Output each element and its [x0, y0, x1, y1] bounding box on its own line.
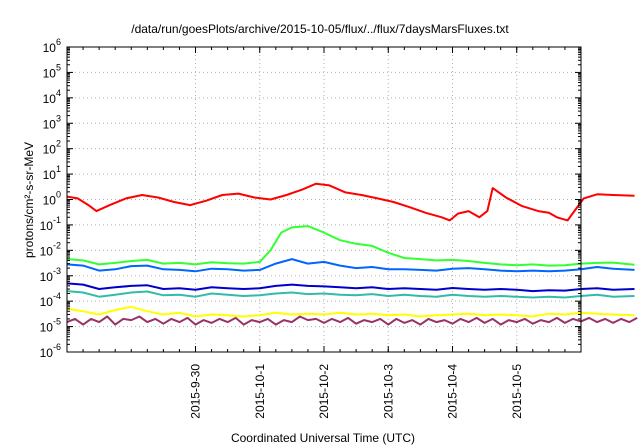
y-tick-label-base: 10	[43, 117, 57, 131]
y-tick-label-exponent: 0	[56, 190, 61, 200]
series-layer	[66, 182, 638, 326]
y-tick-label: 10-6	[40, 342, 61, 360]
y-tick-label: 10-1	[40, 215, 61, 233]
series-line-4	[66, 282, 635, 293]
y-tick-label-exponent: 2	[56, 139, 61, 149]
y-tick-label: 10-5	[40, 317, 61, 335]
chart-title: /data/run/goesPlots/archive/2015-10-05/f…	[131, 22, 509, 36]
x-tick-label: 2015-10-2	[317, 364, 331, 419]
y-tick-label-exponent: -5	[53, 317, 61, 327]
y-tick-label-base: 10	[40, 244, 54, 258]
y-tick-label: 104	[43, 88, 61, 106]
y-tick-label-base: 10	[43, 194, 57, 208]
y-tick-label: 101	[43, 164, 61, 182]
x-tick-label: 2015-10-3	[381, 364, 395, 419]
y-tick-label-base: 10	[43, 143, 57, 157]
y-tick-label-exponent: 1	[56, 164, 61, 174]
y-tick-label: 100	[43, 190, 61, 208]
y-tick-label-exponent: 4	[56, 88, 61, 98]
grid-lines	[67, 47, 581, 352]
x-tick-label: 2015-9-30	[189, 364, 203, 419]
y-tick-label-base: 10	[40, 346, 54, 360]
y-tick-label-base: 10	[40, 219, 54, 233]
y-tick-label-exponent: 3	[56, 113, 61, 123]
series-line-1	[66, 182, 635, 222]
y-tick-label-exponent: -4	[53, 291, 61, 301]
series-line-6	[66, 305, 635, 318]
axes: 10-610-510-410-310-210-11001011021031041…	[40, 37, 582, 419]
y-tick-label-base: 10	[43, 92, 57, 106]
y-tick-label-exponent: 5	[56, 62, 61, 72]
y-axis-label: protons/cm²-s-sr-MeV	[22, 142, 36, 258]
series-line-3	[66, 258, 635, 273]
y-tick-label: 102	[43, 139, 61, 157]
y-tick-label: 103	[43, 113, 61, 131]
y-tick-label-base: 10	[40, 270, 54, 284]
y-tick-label-exponent: 6	[56, 37, 61, 47]
y-tick-label-exponent: -2	[53, 240, 61, 250]
y-tick-label: 10-2	[40, 240, 61, 258]
x-tick-label: 2015-10-1	[253, 364, 267, 419]
x-tick-label: 2015-10-5	[510, 364, 524, 419]
y-tick-label-exponent: -3	[53, 266, 61, 276]
y-tick-label: 106	[43, 37, 61, 55]
y-tick-label-base: 10	[40, 321, 54, 335]
y-tick-label: 10-4	[40, 291, 61, 309]
y-tick-label-base: 10	[43, 41, 57, 55]
y-tick-label-base: 10	[43, 66, 57, 80]
x-axis-label: Coordinated Universal Time (UTC)	[231, 431, 415, 445]
series-line-2	[66, 225, 635, 267]
y-tick-label-base: 10	[43, 168, 57, 182]
series-line-5	[66, 290, 635, 299]
series-line-7	[66, 315, 638, 326]
y-tick-label: 10-3	[40, 266, 61, 284]
x-tick-label: 2015-10-4	[446, 364, 460, 419]
y-tick-label: 105	[43, 62, 61, 80]
y-tick-label-exponent: -6	[53, 342, 61, 352]
y-tick-label-exponent: -1	[53, 215, 61, 225]
y-tick-label-base: 10	[40, 295, 54, 309]
